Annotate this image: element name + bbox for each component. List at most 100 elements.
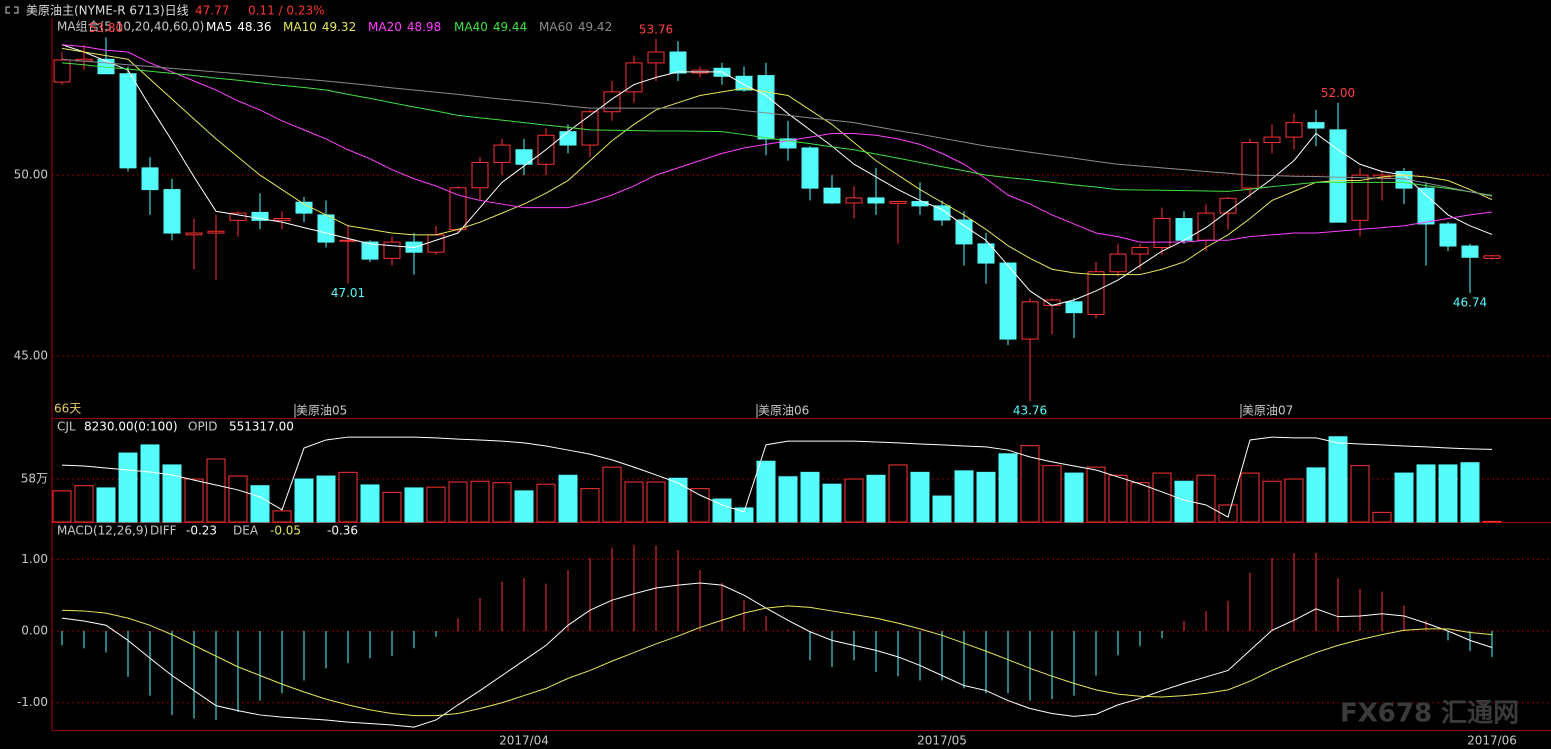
candle-body [823, 187, 841, 204]
volume-bar [1218, 504, 1238, 523]
ma-legend: MA60 49.42 [539, 20, 612, 34]
volume-bar [294, 478, 314, 523]
volume-bar [998, 453, 1018, 523]
legend-name: MACD(12,26,9) [57, 524, 148, 538]
volume-bar [1152, 472, 1172, 523]
candle-body [867, 197, 885, 204]
candle-body [1065, 301, 1083, 314]
legend-value: -0.23 [186, 524, 217, 538]
volume-bar [162, 464, 182, 523]
volume-bar [1240, 472, 1260, 523]
volume-bar [470, 480, 490, 523]
candle-body [361, 241, 379, 260]
y-tick-label: 1.00 [21, 552, 48, 566]
candle-body [559, 131, 577, 146]
ma-line [61, 58, 1493, 197]
volume-bar [184, 478, 204, 523]
candle-body [273, 218, 291, 221]
x-tick-label: 2017/04 [499, 734, 549, 748]
candle-body [53, 59, 71, 83]
candle-body [251, 211, 269, 221]
volume-bar [954, 470, 974, 523]
candle-body [933, 205, 951, 221]
volume-bar [1460, 462, 1480, 523]
volume-bar [778, 476, 798, 523]
candle-body [1461, 245, 1479, 258]
volume-bar [1438, 464, 1458, 523]
candle-body [801, 147, 819, 189]
legend-name: MA10 [283, 20, 317, 34]
candle-body [471, 161, 489, 189]
volume-bar [602, 466, 622, 523]
volume-bar [272, 510, 292, 523]
volume-bar [404, 487, 424, 523]
legend-name: MA40 [454, 20, 488, 34]
volume-bar [1306, 467, 1326, 523]
candle-body [1153, 218, 1171, 249]
y-tick-label: 50.00 [14, 168, 48, 182]
volume-bar [536, 483, 556, 523]
ma-legend: MA40 49.44 [454, 20, 527, 34]
volume-bar [844, 478, 864, 523]
legend-value: 8230.00(0:100) [84, 420, 178, 434]
volume-bar [74, 485, 94, 523]
symbol-title: 美原油主(NYME-R 6713)日线 [26, 4, 189, 18]
volume-bar [976, 471, 996, 523]
candle-body [163, 189, 181, 234]
macd-line [61, 605, 1493, 717]
candle-body [1439, 223, 1457, 247]
ma-legend: MA10 49.32 [283, 20, 356, 34]
volume-bar [1394, 472, 1414, 523]
candle-body [977, 243, 995, 264]
volume-bar [514, 490, 534, 523]
low-label: 47.01 [331, 286, 365, 300]
volume-bar [118, 452, 138, 523]
candle-body [647, 51, 665, 64]
legend-name: MA60 [539, 20, 573, 34]
volume-bar [1482, 520, 1502, 523]
candle-body [999, 262, 1017, 340]
y-tick-label: 58万 [21, 472, 48, 486]
candle-body [779, 138, 797, 149]
high-label: 53.80 [89, 21, 123, 35]
volume-bar [690, 488, 710, 523]
volume-bar [250, 485, 270, 523]
legend-value: -0.36 [327, 524, 358, 538]
y-tick-label: 0.00 [21, 624, 48, 638]
volume-bar [888, 464, 908, 523]
legend-value: 49.44 [493, 20, 527, 34]
volume-bar [140, 444, 160, 523]
candle-body [1417, 187, 1435, 225]
candle-body [889, 201, 907, 204]
x-tick-label: 2017/06 [1467, 734, 1517, 748]
legend-value: 49.32 [322, 20, 356, 34]
y-tick-label: -1.00 [17, 695, 48, 709]
window-icon [5, 6, 19, 14]
volume-bar [1130, 482, 1150, 523]
volume-bar [448, 481, 468, 523]
volume-bar [228, 475, 248, 523]
volume-bar [426, 486, 446, 523]
candle-body [515, 149, 533, 165]
legend-value: 48.98 [407, 20, 441, 34]
candle-body [669, 51, 687, 74]
volume-bar [1064, 472, 1084, 523]
legend-name: DEA [233, 524, 259, 538]
volume-bar [1350, 465, 1370, 523]
volume-bar [52, 490, 72, 523]
legend-value: -0.05 [270, 524, 301, 538]
high-label: 52.00 [1321, 86, 1355, 100]
volume-bar [1108, 474, 1128, 523]
icon-shape [5, 6, 19, 14]
volume-bar [1020, 445, 1040, 523]
volume-bar [932, 495, 952, 523]
volume-bar [206, 458, 226, 523]
candle-body [1329, 129, 1347, 223]
candle-body [427, 234, 445, 253]
volume-bar [382, 491, 402, 523]
legend-name: MA20 [368, 20, 402, 34]
volume-bar [712, 498, 732, 523]
candle-body [493, 144, 511, 163]
legend-value: 48.36 [237, 20, 271, 34]
